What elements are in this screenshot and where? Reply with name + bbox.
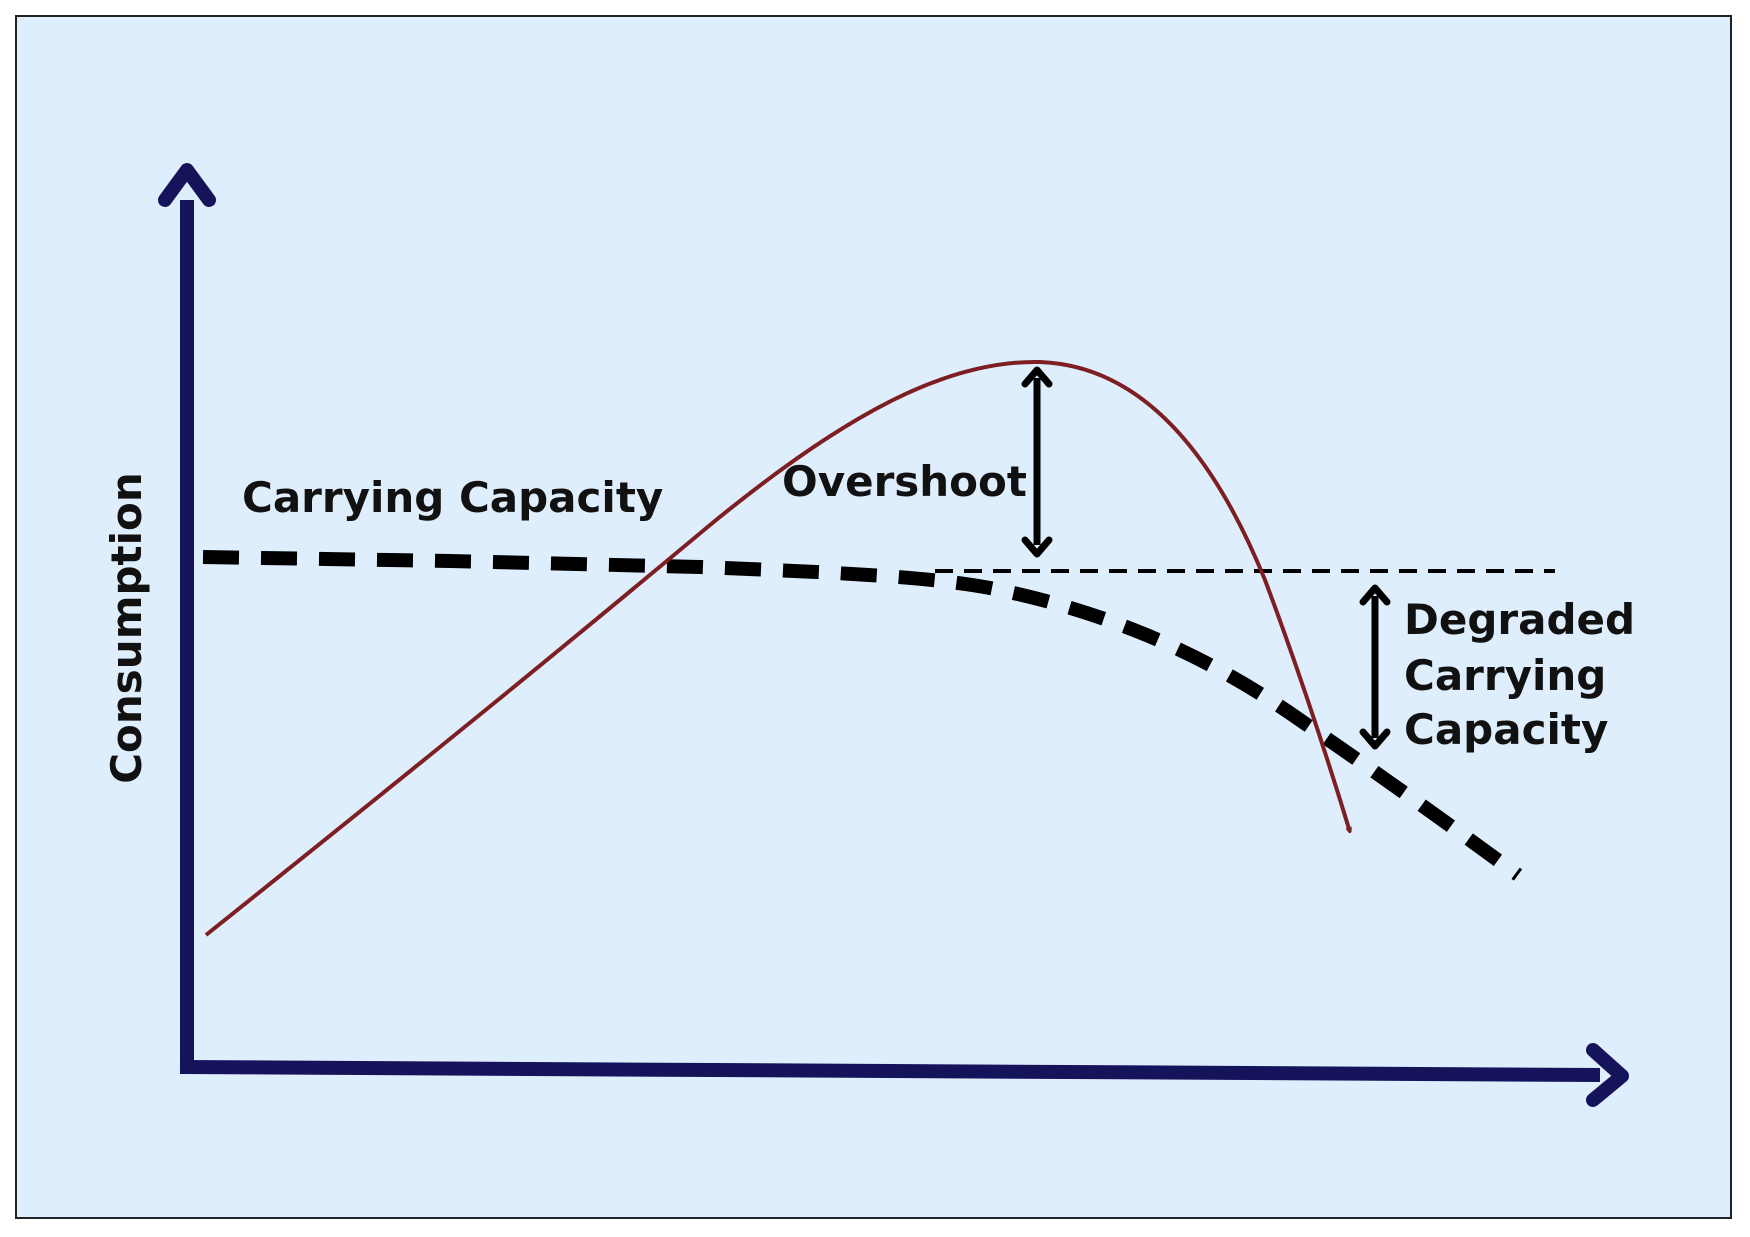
y-axis-arrowhead [158,163,216,207]
y-axis-label: Consumption [102,472,151,784]
y-axis [158,163,216,1072]
overshoot-label: Overshoot [782,457,1027,506]
degraded-capacity-arrow [1359,584,1391,750]
overshoot-arrow [1021,366,1053,558]
carrying-capacity-label: Carrying Capacity [242,473,663,522]
consumption-curve [204,359,1350,937]
degraded-capacity-label-line3: Capacity [1404,705,1608,754]
carrying-capacity-line [202,550,1523,881]
diagram-frame [15,15,1732,1219]
degraded-capacity-label-line2: Carrying [1404,651,1606,700]
x-axis-arrowhead [1586,1043,1629,1107]
degraded-capacity-label-line1: Degraded [1404,595,1635,644]
x-axis [179,1043,1629,1107]
